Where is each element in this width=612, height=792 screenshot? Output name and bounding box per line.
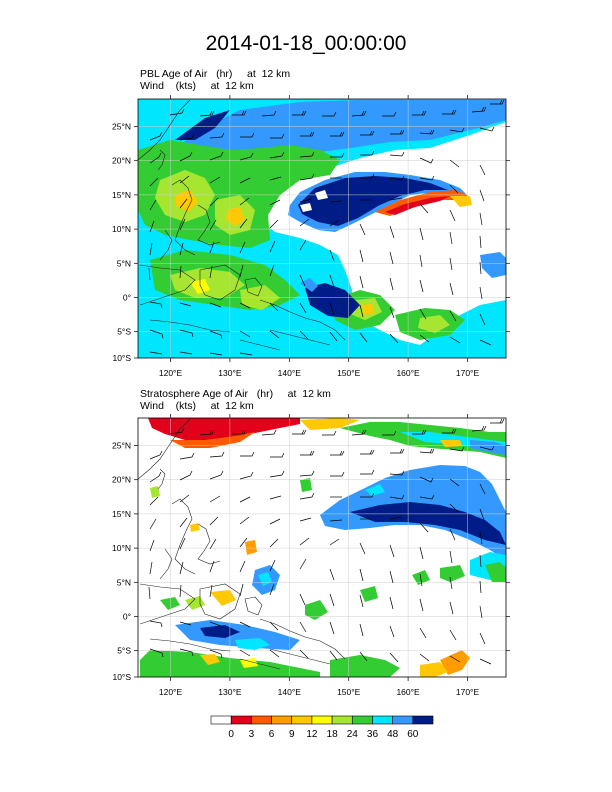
panel-1-graticule xyxy=(138,99,506,358)
lat-label: 5°S xyxy=(117,646,131,656)
colorbar-swatch xyxy=(311,715,333,725)
colorbar: 0 3 6 9 12 18 24 36 48 60 xyxy=(210,715,434,740)
panel-1-wind-barbs xyxy=(148,99,505,356)
lon-label: 120°E xyxy=(159,687,183,697)
page-title: 2014-01-18_00:00:00 xyxy=(205,32,407,55)
panel-2-wind-label: Wind (kts) at 12 km xyxy=(140,400,254,412)
colorbar-swatch xyxy=(331,715,353,725)
panel-2-coastlines xyxy=(138,418,346,670)
panel-2-field-label: Stratosphere Age of Air (hr) at 12 km xyxy=(140,388,331,400)
lon-label: 160°E xyxy=(396,368,420,378)
lon-label: 150°E xyxy=(337,368,361,378)
panel-2-ticks xyxy=(134,414,510,681)
lon-label: 140°E xyxy=(278,687,302,697)
panel-1-coastlines xyxy=(138,99,346,351)
panel-2-map: 25°N 20°N 15°N 10°N 5°N 0° 5°S 10°S 120°… xyxy=(112,414,510,697)
panel-2-lat-labels: 25°N 20°N 15°N 10°N 5°N 0° 5°S 10°S xyxy=(112,441,131,683)
lat-label: 10°N xyxy=(112,224,131,234)
colorbar-label: 24 xyxy=(347,729,359,740)
lon-label: 170°E xyxy=(456,368,480,378)
panel-1-lat-labels: 25°N 20°N 15°N 10°N 5°N 0° 5°S 10°S xyxy=(112,122,131,364)
lat-label: 25°N xyxy=(112,122,131,132)
lat-label: 5°N xyxy=(117,258,131,268)
lat-label: 0° xyxy=(123,293,131,303)
colorbar-swatch xyxy=(372,715,393,725)
colorbar-swatch xyxy=(271,715,293,725)
lon-label: 170°E xyxy=(456,687,480,697)
lat-label: 0° xyxy=(123,612,131,622)
lat-label: 15°N xyxy=(112,190,131,200)
panel-2-frame xyxy=(137,417,507,678)
lon-label: 130°E xyxy=(218,368,242,378)
colorbar-label: 3 xyxy=(249,729,255,740)
colorbar-label: 6 xyxy=(269,729,275,740)
panel-1-ticks xyxy=(134,95,510,362)
panel-1-frame xyxy=(137,98,507,359)
panel-1-lon-labels: 120°E 130°E 140°E 150°E 160°E 170°E xyxy=(159,368,480,378)
lat-label: 5°S xyxy=(117,327,131,337)
panel-1-map: 25°N 20°N 15°N 10°N 5°N 0° 5°S 10°S 120°… xyxy=(112,95,510,378)
lat-label: 20°N xyxy=(112,475,131,485)
lon-label: 120°E xyxy=(159,368,183,378)
colorbar-swatch xyxy=(251,715,272,725)
lat-label: 10°N xyxy=(112,543,131,553)
lat-label: 5°N xyxy=(117,577,131,587)
panel-2-lon-labels: 120°E 130°E 140°E 150°E 160°E 170°E xyxy=(159,687,480,697)
panel-1-field-label: PBL Age of Air (hr) at 12 km xyxy=(140,68,291,80)
panel-2-graticule xyxy=(138,418,506,677)
colorbar-swatch xyxy=(230,715,252,725)
lon-label: 150°E xyxy=(337,687,361,697)
colorbar-swatch xyxy=(351,715,373,725)
colorbar-swatch xyxy=(412,715,434,725)
colorbar-label: 18 xyxy=(327,729,339,740)
colorbar-label: 12 xyxy=(306,729,318,740)
colorbar-label: 0 xyxy=(228,729,234,740)
colorbar-label: 36 xyxy=(367,729,379,740)
lon-label: 140°E xyxy=(278,368,302,378)
colorbar-swatch xyxy=(210,715,232,725)
lat-label: 10°S xyxy=(112,672,131,682)
lat-label: 25°N xyxy=(112,441,131,451)
lat-label: 15°N xyxy=(112,509,131,519)
colorbar-swatch xyxy=(392,715,414,725)
lat-label: 10°S xyxy=(112,353,131,363)
lon-label: 160°E xyxy=(396,687,420,697)
panel-1-wind-label: Wind (kts) at 12 km xyxy=(140,80,254,92)
colorbar-label: 9 xyxy=(289,729,295,740)
lon-label: 130°E xyxy=(218,687,242,697)
panel-2-wind-barbs xyxy=(148,418,505,665)
lat-label: 20°N xyxy=(112,156,131,166)
colorbar-label: 48 xyxy=(387,729,399,740)
colorbar-label: 60 xyxy=(407,729,419,740)
panel-2-shading xyxy=(138,418,506,677)
panel-1-shading xyxy=(138,99,506,358)
colorbar-swatch xyxy=(291,715,313,725)
